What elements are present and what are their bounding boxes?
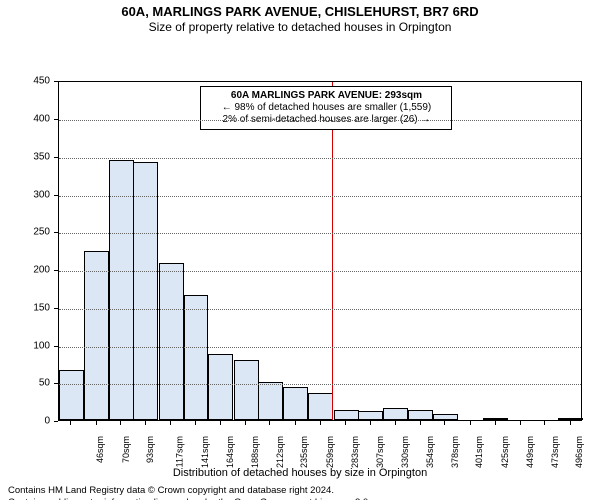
x-tick-mark [420, 421, 421, 425]
x-tick-mark [370, 421, 371, 425]
histogram-bar [483, 418, 508, 420]
callout-box: 60A MARLINGS PARK AVENUE: 293sqm ← 98% o… [200, 86, 452, 130]
x-tick-label: 307sqm [375, 436, 385, 468]
histogram-bar [558, 418, 583, 420]
x-tick-label: 425sqm [500, 436, 510, 468]
grid-line [59, 384, 581, 385]
x-tick-mark [96, 421, 97, 425]
x-tick-mark [544, 421, 545, 425]
grid-line [59, 158, 581, 159]
y-tick-label: 400 [0, 114, 50, 125]
histogram-bar [334, 410, 359, 421]
histogram-bar [408, 410, 433, 421]
x-tick-label: 70sqm [121, 436, 131, 463]
x-tick-label: 473sqm [550, 436, 560, 468]
x-tick-mark [269, 421, 270, 425]
reference-line [332, 82, 333, 420]
histogram-bar [234, 360, 259, 420]
grid-line [59, 347, 581, 348]
x-tick-mark [570, 421, 571, 425]
histogram-bar [433, 414, 458, 420]
x-tick-mark [295, 421, 296, 425]
x-tick-label: 378sqm [450, 436, 460, 468]
x-tick-label: 330sqm [400, 436, 410, 468]
x-tick-mark [195, 421, 196, 425]
footer-line1: Contains HM Land Registry data © Crown c… [8, 485, 592, 497]
histogram-bar [358, 411, 383, 420]
histogram-bar [84, 251, 109, 420]
y-tick-label: 200 [0, 265, 50, 276]
histogram-bar [258, 382, 283, 420]
x-tick-label: 212sqm [275, 436, 285, 468]
callout-line1: 60A MARLINGS PARK AVENUE: 293sqm [207, 90, 445, 102]
y-tick-label: 250 [0, 227, 50, 238]
x-tick-label: 117sqm [174, 436, 184, 467]
x-tick-mark [395, 421, 396, 425]
histogram-bar [283, 387, 308, 420]
x-tick-mark [470, 421, 471, 425]
x-tick-mark [520, 421, 521, 425]
x-tick-label: 401sqm [474, 436, 484, 468]
x-tick-mark [345, 421, 346, 425]
footer: Contains HM Land Registry data © Crown c… [0, 479, 600, 500]
grid-line [59, 120, 581, 121]
x-tick-mark [145, 421, 146, 425]
page-title: 60A, MARLINGS PARK AVENUE, CHISLEHURST, … [0, 4, 600, 20]
grid-line [59, 196, 581, 197]
x-tick-mark [70, 421, 71, 425]
x-tick-mark [120, 421, 121, 425]
x-tick-mark [170, 421, 171, 425]
y-tick-mark [54, 195, 58, 196]
x-tick-label: 354sqm [425, 436, 435, 468]
y-tick-label: 300 [0, 189, 50, 200]
y-tick-mark [54, 157, 58, 158]
page-subtitle: Size of property relative to detached ho… [0, 20, 600, 35]
x-tick-label: 449sqm [525, 436, 535, 468]
y-tick-label: 350 [0, 151, 50, 162]
y-tick-label: 150 [0, 302, 50, 313]
histogram-bar [184, 295, 209, 420]
histogram-bar [308, 393, 333, 420]
grid-line [59, 309, 581, 310]
x-tick-label: 141sqm [200, 436, 210, 468]
callout-line2: ← 98% of detached houses are smaller (1,… [207, 102, 445, 114]
x-tick-mark [245, 421, 246, 425]
y-tick-mark [54, 421, 58, 422]
x-tick-label: 259sqm [325, 436, 335, 468]
bars-layer [59, 82, 581, 420]
grid-line [59, 233, 581, 234]
x-tick-mark [320, 421, 321, 425]
histogram-bar [159, 263, 184, 420]
histogram-bar [208, 354, 233, 420]
x-tick-label: 188sqm [250, 436, 260, 468]
histogram-bar [133, 162, 158, 420]
y-tick-mark [54, 346, 58, 347]
grid-line [59, 271, 581, 272]
x-tick-label: 283sqm [350, 436, 360, 468]
y-tick-mark [54, 119, 58, 120]
x-tick-label: 164sqm [225, 436, 235, 468]
y-tick-label: 100 [0, 340, 50, 351]
y-tick-label: 0 [0, 416, 50, 427]
x-tick-label: 496sqm [574, 436, 584, 468]
y-tick-mark [54, 383, 58, 384]
histogram-bar [383, 408, 408, 420]
chart-area: Number of detached properties 60A MARLIN… [0, 35, 600, 465]
y-tick-label: 450 [0, 76, 50, 87]
y-tick-mark [54, 81, 58, 82]
x-tick-mark [444, 421, 445, 425]
y-tick-mark [54, 270, 58, 271]
x-tick-label: 46sqm [95, 436, 105, 463]
x-tick-mark [495, 421, 496, 425]
y-tick-label: 50 [0, 378, 50, 389]
plot-area: 60A MARLINGS PARK AVENUE: 293sqm ← 98% o… [58, 81, 582, 421]
y-tick-mark [54, 308, 58, 309]
histogram-bar [59, 370, 84, 420]
histogram-bar [109, 160, 134, 420]
x-tick-mark [220, 421, 221, 425]
y-tick-mark [54, 232, 58, 233]
x-tick-label: 93sqm [145, 436, 155, 463]
x-tick-label: 235sqm [299, 436, 309, 468]
